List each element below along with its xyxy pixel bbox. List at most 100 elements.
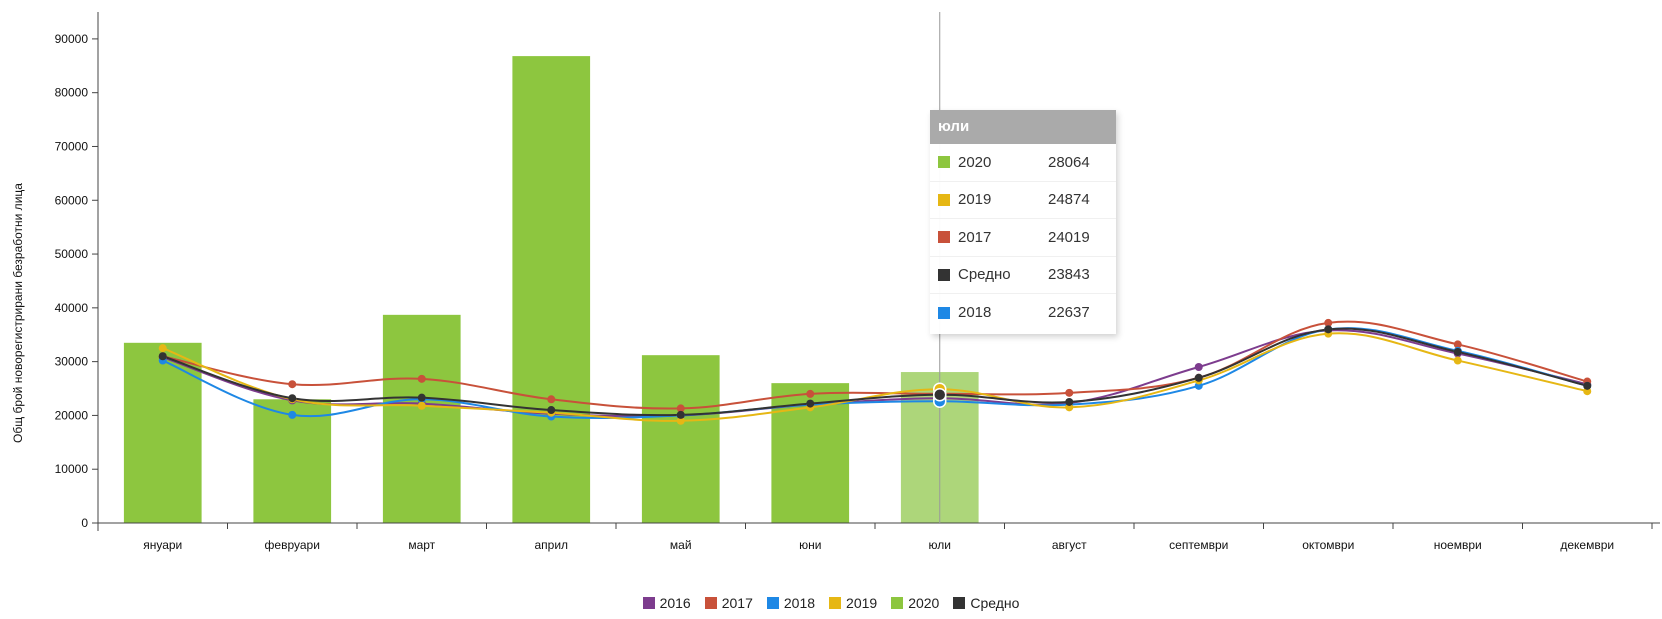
series-line-Средно xyxy=(162,327,1588,417)
tooltip-value: 23843 xyxy=(1048,266,1090,284)
bar-2020-януари[interactable] xyxy=(123,342,202,523)
y-tick-label: 60000 xyxy=(55,193,89,207)
y-tick-label: 90000 xyxy=(55,32,89,46)
tooltip: юли 2020 28064 2019 24874 2017 24019 Средно 238… xyxy=(930,110,1116,334)
point-2017-юни[interactable] xyxy=(806,389,815,398)
point-2017-ноември[interactable] xyxy=(1453,340,1462,349)
legend-item-2018[interactable]: 2018 xyxy=(766,595,816,611)
x-tick-label: февруари xyxy=(265,538,320,552)
tooltip-swatch xyxy=(938,193,950,206)
y-tick-label: 40000 xyxy=(55,301,89,315)
tooltip-row: 2019 24874 xyxy=(930,182,1116,219)
legend-label: 2020 xyxy=(908,595,940,611)
series-line-2017 xyxy=(162,320,1588,410)
legend-label: 2018 xyxy=(783,595,816,611)
point-Средно-май[interactable] xyxy=(676,410,685,419)
series-line-2019 xyxy=(162,332,1588,422)
legend-label: 2019 xyxy=(846,595,878,611)
legend-item-Средно[interactable]: Средно xyxy=(953,595,1019,611)
point-2017-май[interactable] xyxy=(676,404,685,413)
tooltip-swatch xyxy=(938,231,950,244)
point-Средно-февруари[interactable] xyxy=(288,394,297,403)
legend-label: 2017 xyxy=(721,595,753,611)
point-2016-септември[interactable] xyxy=(1194,363,1203,372)
bar-2020-май[interactable] xyxy=(641,355,720,523)
axes-layer: 0 10000 20000 30000 40000 50000 60000 70000 8000… xyxy=(55,12,1660,552)
tooltip-row: 2020 28064 xyxy=(930,144,1116,182)
point-Средно-март[interactable] xyxy=(417,393,426,402)
point-2017-март[interactable] xyxy=(417,374,426,383)
legend-item-2017[interactable]: 2017 xyxy=(704,595,753,611)
tooltip-title: юли xyxy=(930,110,1116,144)
point-2018-февруари[interactable] xyxy=(288,410,297,419)
tooltip-series-name: Средно xyxy=(958,266,1011,284)
tooltip-row: Средно 23843 xyxy=(930,257,1116,294)
y-axis-label: Общ брой новорегистрирани безработни лиц… xyxy=(11,183,25,443)
point-Средно-ноември[interactable] xyxy=(1453,347,1462,356)
point-2019-януари[interactable] xyxy=(158,344,167,353)
y-tick-label: 10000 xyxy=(55,462,89,476)
legend-swatch xyxy=(891,597,904,609)
x-tick-label: юни xyxy=(799,538,821,552)
point-Средно-декември[interactable] xyxy=(1583,381,1592,390)
point-2019-март[interactable] xyxy=(417,401,426,410)
point-Средно-юли[interactable] xyxy=(933,387,947,402)
point-Средно-септември[interactable] xyxy=(1194,373,1203,382)
point-2017-април[interactable] xyxy=(547,395,556,404)
legend-item-2019[interactable]: 2019 xyxy=(829,595,877,611)
point-2017-август[interactable] xyxy=(1065,388,1074,397)
series-line-2016 xyxy=(162,329,1588,418)
tooltip-rows: 2020 28064 2019 24874 2017 24019 Средно 23843 20… xyxy=(930,144,1116,332)
legend-swatch xyxy=(953,597,966,609)
tooltip-series-name: 2017 xyxy=(958,228,992,246)
legend-swatch xyxy=(704,597,717,609)
bar-2020-април[interactable] xyxy=(512,56,591,524)
point-2019-май[interactable] xyxy=(676,416,685,425)
tooltip-row: 2018 22637 xyxy=(930,294,1116,332)
point-Средно-януари[interactable] xyxy=(158,352,167,361)
point-Средно-август[interactable] xyxy=(1065,397,1074,406)
y-tick-label: 30000 xyxy=(55,355,89,369)
x-tick-label: април xyxy=(534,538,568,552)
tooltip-value: 22637 xyxy=(1048,304,1090,322)
x-tick-label: декември xyxy=(1560,538,1614,552)
tooltip-value: 24019 xyxy=(1048,228,1090,246)
tooltip-swatch xyxy=(938,268,950,281)
chart-canvas: 0 10000 20000 30000 40000 50000 60000 70000 8000… xyxy=(11,12,1660,552)
point-2017-октомври[interactable] xyxy=(1324,318,1333,327)
point-Средно-юни[interactable] xyxy=(806,399,815,408)
point-Средно-октомври[interactable] xyxy=(1324,325,1333,334)
tooltip-series-name: 2020 xyxy=(958,153,992,171)
bar-2020-февруари[interactable] xyxy=(253,399,332,523)
point-2019-ноември[interactable] xyxy=(1453,356,1462,365)
lines-layer xyxy=(162,320,1588,422)
y-tick-label: 80000 xyxy=(55,86,89,100)
tooltip-swatch xyxy=(938,306,950,319)
legend-label: Средно xyxy=(970,595,1020,611)
tooltip-value: 28064 xyxy=(1048,153,1090,171)
y-tick-label: 70000 xyxy=(55,139,89,153)
bars-layer xyxy=(123,56,979,524)
legend-label: 2016 xyxy=(659,595,691,611)
legend-item-2016[interactable]: 2016 xyxy=(642,595,691,611)
y-tick-label: 50000 xyxy=(55,247,89,261)
tooltip-row: 2017 24019 xyxy=(930,219,1116,257)
y-tick-label: 20000 xyxy=(55,408,89,422)
point-Средно-април[interactable] xyxy=(547,406,556,415)
x-tick-label: май xyxy=(670,538,692,552)
x-tick-label: ноември xyxy=(1434,538,1482,552)
legend-swatch xyxy=(766,597,779,609)
points-layer xyxy=(158,318,1592,425)
legend-swatch xyxy=(642,597,655,609)
chart-legend: 2016 2017 2018 2019 2020 Средно xyxy=(0,592,1662,614)
x-tick-label: март xyxy=(408,538,435,552)
x-tick-label: септември xyxy=(1169,538,1228,552)
tooltip-swatch xyxy=(938,156,950,169)
x-tick-label: юли xyxy=(929,538,951,552)
legend-item-2020[interactable]: 2020 xyxy=(891,595,939,611)
tooltip-value: 24874 xyxy=(1048,191,1090,209)
bar-2020-март[interactable] xyxy=(382,314,461,523)
tooltip-series-name: 2019 xyxy=(958,191,992,209)
point-2017-февруари[interactable] xyxy=(288,380,297,389)
x-tick-label: октомври xyxy=(1302,538,1354,552)
